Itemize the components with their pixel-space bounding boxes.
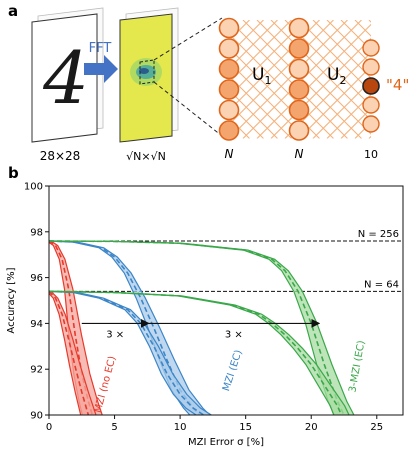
- series-edge: [50, 240, 355, 415]
- input-digit: 4: [42, 36, 89, 120]
- output-count-label: 10: [364, 148, 378, 161]
- mesh-line: [229, 20, 264, 56]
- x-tick-label: 25: [370, 422, 383, 433]
- series-edge: [50, 290, 97, 415]
- neuron-node: [288, 99, 310, 121]
- mesh-line: [340, 107, 371, 139]
- reference-line-label: N = 64: [364, 279, 399, 290]
- y-tick-label: 98: [30, 227, 43, 238]
- fft-size-label: √N×√N: [126, 150, 166, 163]
- panel-a: a 4 28×28 FFT √N×√N U1: [8, 2, 409, 163]
- neuron-node: [218, 79, 240, 100]
- series-band: [49, 291, 212, 415]
- mesh-line: [229, 20, 348, 139]
- series-line: [49, 290, 205, 415]
- output-node-selected: [362, 77, 380, 95]
- mzi-mesh: [229, 20, 371, 139]
- panel-a-label: a: [8, 2, 18, 20]
- ratio-arrow-label: 3 ×: [106, 329, 124, 340]
- fft-label: FFT: [89, 41, 112, 56]
- reference-line-label: N = 256: [358, 229, 399, 240]
- accuracy-chart: N = 256 N = 64 3 × 3 × MZI (no EC) MZI (EC) 3-…: [6, 182, 404, 448]
- mesh-line: [229, 103, 264, 139]
- neuron-node: [218, 99, 240, 121]
- n-label-2: N: [295, 147, 304, 161]
- input-size-label: 28×28: [40, 149, 81, 163]
- input-image: 4: [31, 7, 104, 143]
- series-line: [49, 290, 90, 415]
- output-node: [362, 58, 380, 76]
- neuron-node: [218, 17, 240, 39]
- series-edge: [49, 290, 197, 415]
- mesh-line: [229, 20, 306, 98]
- mesh-line: [326, 20, 371, 65]
- zoom-line-top: [153, 17, 223, 61]
- panel-b-label: b: [8, 164, 19, 182]
- series-line: [49, 240, 345, 415]
- series-label: MZI (no EC): [93, 355, 119, 414]
- series-line: [49, 290, 343, 415]
- y-tick-label: 90: [30, 411, 43, 422]
- neuron-node: [288, 120, 310, 141]
- mesh-line: [229, 20, 278, 70]
- mesh-line: [326, 93, 371, 139]
- mesh-line: [298, 65, 371, 139]
- series-edge: [50, 240, 211, 415]
- y-axis-label: Accuracy [%]: [6, 267, 17, 333]
- output-node: [362, 39, 380, 57]
- n-label-1: N: [225, 147, 234, 161]
- mesh-line: [229, 89, 278, 139]
- x-tick-label: 10: [174, 422, 187, 433]
- neuron-node: [288, 79, 310, 100]
- neuron-node: [288, 58, 310, 80]
- neuron-nodes: [218, 17, 380, 141]
- mesh-line: [229, 20, 292, 84]
- neuron-node: [288, 17, 310, 39]
- output-node: [362, 96, 380, 114]
- y-tick-label: 94: [30, 319, 43, 330]
- neuron-node: [288, 38, 310, 59]
- neuron-node: [218, 38, 240, 59]
- x-tick-label: 20: [305, 422, 318, 433]
- mesh-line: [340, 20, 371, 51]
- ratio-arrow-label: 3 ×: [225, 329, 243, 340]
- x-tick-label: 15: [239, 422, 252, 433]
- series-label: MZI (EC): [221, 349, 245, 393]
- output-label: "4": [386, 76, 409, 94]
- mesh-line: [284, 51, 371, 139]
- x-tick-label: 5: [111, 422, 117, 433]
- neuron-node: [218, 58, 240, 80]
- fft-arrow: [84, 55, 118, 83]
- output-node: [362, 115, 380, 133]
- mesh-line: [242, 20, 362, 139]
- plot-frame: [48, 185, 404, 416]
- series-edge: [49, 292, 82, 415]
- layer-2-label: U2: [327, 65, 346, 87]
- mesh-line: [256, 23, 371, 139]
- mesh-line: [312, 79, 371, 139]
- layer-1-label: U1: [252, 65, 271, 87]
- y-tick-label: 100: [24, 182, 43, 193]
- x-axis-label: MZI Error σ [%]: [188, 437, 264, 448]
- series-edge: [50, 240, 103, 415]
- neuron-node: [218, 120, 240, 141]
- y-tick-label: 92: [30, 365, 43, 376]
- zoom-line-bottom: [153, 81, 223, 137]
- mesh-line: [312, 20, 371, 79]
- x-tick-label: 0: [46, 422, 52, 433]
- mesh-line: [229, 20, 334, 126]
- series-label: 3-MZI (EC): [347, 339, 367, 393]
- plot-area: [49, 240, 403, 415]
- y-tick-label: 96: [30, 273, 43, 284]
- fft-image: [119, 7, 179, 143]
